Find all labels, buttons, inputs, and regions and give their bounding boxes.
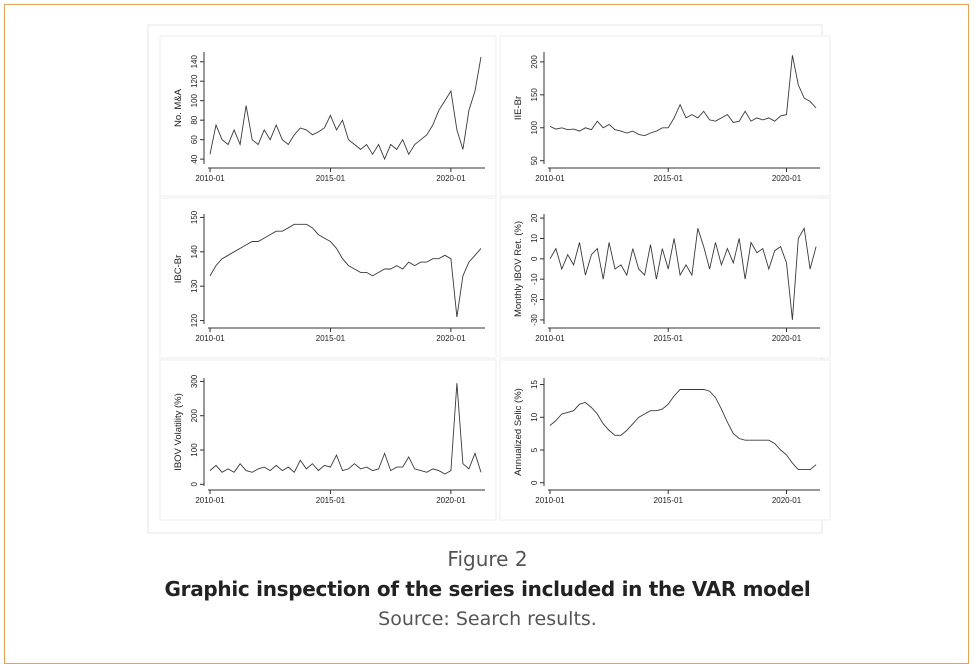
y-axis-title: No. M&A <box>173 88 184 127</box>
y-axis-title: Annualized Selic (%) <box>513 388 524 476</box>
y-tick-label: -30 <box>530 314 539 326</box>
series-line <box>209 223 482 318</box>
x-tick-label: 2010-01 <box>195 334 225 343</box>
series-line <box>209 56 482 161</box>
x-tick-label: 2020-01 <box>772 334 802 343</box>
y-tick-label: 5 <box>530 447 539 452</box>
y-tick-label: 200 <box>530 55 539 69</box>
x-tick-label: 2015-01 <box>316 174 346 183</box>
y-tick-label: -10 <box>530 273 539 285</box>
series-line <box>549 389 817 471</box>
y-tick-label: 0 <box>530 480 539 485</box>
y-tick-label: 120 <box>190 74 199 88</box>
y-tick-label: 40 <box>190 154 199 163</box>
y-tick-label: 60 <box>190 135 199 144</box>
y-tick-label: -20 <box>530 293 539 305</box>
y-tick-label: 140 <box>190 245 199 259</box>
x-tick-label: 2015-01 <box>316 496 346 505</box>
y-tick-label: 50 <box>530 156 539 165</box>
panel <box>499 35 831 197</box>
y-tick-label: 130 <box>190 279 199 293</box>
series-line <box>549 55 817 137</box>
panel <box>499 359 831 521</box>
x-tick-label: 2015-01 <box>654 496 684 505</box>
x-tick-label: 2020-01 <box>436 334 466 343</box>
figure-title: Graphic inspection of the series include… <box>164 577 811 601</box>
y-tick-label: 20 <box>530 213 539 222</box>
x-tick-label: 2010-01 <box>535 496 565 505</box>
y-tick-label: 80 <box>190 115 199 124</box>
panel <box>159 359 497 521</box>
y-tick-label: 0 <box>530 256 539 261</box>
y-axis-title: IIE-Br <box>513 96 524 120</box>
y-tick-label: 100 <box>190 443 199 457</box>
y-axis-title: IBOV Volatility (%) <box>173 393 184 471</box>
y-axis-title: IBC-Br <box>173 255 184 284</box>
y-tick-label: 300 <box>190 374 199 388</box>
y-axis-title: Monthly IBOV Ret. (%) <box>513 221 524 317</box>
y-tick-label: 100 <box>190 93 199 107</box>
x-tick-label: 2020-01 <box>772 496 802 505</box>
series-line <box>549 226 817 320</box>
y-tick-label: 100 <box>530 121 539 135</box>
x-tick-label: 2015-01 <box>654 174 684 183</box>
x-tick-label: 2010-01 <box>535 334 565 343</box>
x-tick-label: 2020-01 <box>772 174 802 183</box>
panel <box>499 197 831 359</box>
y-tick-label: 10 <box>530 233 539 242</box>
x-tick-label: 2020-01 <box>436 496 466 505</box>
y-tick-label: 10 <box>530 412 539 421</box>
y-tick-label: 150 <box>190 210 199 224</box>
panel <box>159 197 497 359</box>
y-tick-label: 120 <box>190 313 199 327</box>
y-tick-label: 0 <box>190 482 199 487</box>
figure-source: Source: Search results. <box>378 608 597 630</box>
x-tick-label: 2015-01 <box>316 334 346 343</box>
x-tick-label: 2020-01 <box>436 174 466 183</box>
y-tick-label: 200 <box>190 408 199 422</box>
x-tick-label: 2015-01 <box>654 334 684 343</box>
x-tick-label: 2010-01 <box>195 174 225 183</box>
page: 40 60 80 100 120 140 2010-01 2015-01 2020-01 No. … <box>4 4 969 664</box>
figure-label: Figure 2 <box>447 547 528 571</box>
y-tick-label: 15 <box>530 380 539 389</box>
y-tick-label: 150 <box>530 88 539 102</box>
x-tick-label: 2010-01 <box>195 496 225 505</box>
x-tick-label: 2010-01 <box>535 174 565 183</box>
panel <box>159 35 497 197</box>
series-line <box>209 383 482 475</box>
y-tick-label: 140 <box>190 55 199 69</box>
